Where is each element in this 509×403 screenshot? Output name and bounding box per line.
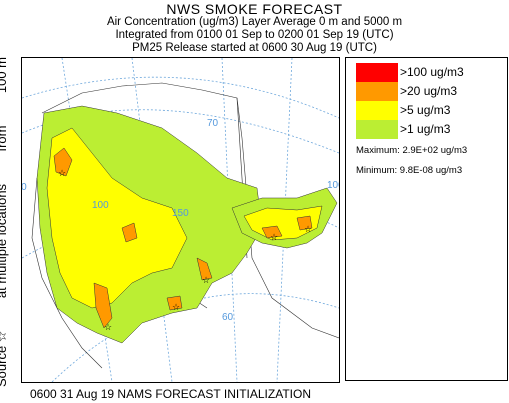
source-marker: ☆ (202, 275, 210, 285)
source-side-label: Source ☆ at multiple locations from 100 … (0, 57, 10, 387)
grid-label-170: 170 (22, 182, 27, 193)
source-label: Source ☆ (0, 331, 9, 387)
release-subtitle: PM25 Release started at 0600 30 Aug 19 (… (132, 42, 377, 54)
source-marker: ☆ (172, 302, 180, 312)
legend-item: >100 ug/m3 (356, 63, 496, 82)
smoke-plume-main (36, 105, 263, 344)
map-svg: ☆ ☆ ☆ ☆ ☆ ☆ 70 100 150 100 60 170 (22, 58, 339, 382)
legend-item: >5 ug/m3 (356, 101, 496, 120)
grid-label-70: 70 (207, 118, 219, 129)
integration-subtitle: Integrated from 0100 01 Sep to 0200 01 S… (115, 29, 394, 41)
concentration-gt20 (121, 222, 138, 243)
concentration-gt20 (53, 147, 73, 177)
source-marker: ☆ (304, 224, 312, 234)
maximum-value: Maximum: 2.9E+02 ug/m3 (356, 145, 468, 156)
legend-label: >5 ug/m3 (400, 103, 451, 117)
legend-label: >100 ug/m3 (400, 65, 464, 79)
legend-item: >1 ug/m3 (356, 120, 496, 139)
latitude-line (22, 76, 339, 119)
concentration-gt20 (196, 257, 213, 281)
minimum-value: Minimum: 9.8E-08 ug/m3 (356, 165, 463, 176)
legend-swatch (356, 101, 398, 120)
height-label: 100 m (0, 57, 9, 94)
legend-swatch (356, 63, 398, 82)
concentration-gt20 (296, 215, 313, 231)
source-marker: ☆ (58, 168, 66, 178)
concentration-subtitle: Air Concentration (ug/m3) Layer Average … (106, 16, 403, 28)
forecast-title: NWS SMOKE FORECAST (166, 1, 343, 17)
source-marker: ☆ (270, 232, 278, 242)
grid-label-150: 150 (172, 208, 189, 219)
legend-panel: >100 ug/m3 >20 ug/m3 >5 ug/m3 >1 ug/m3 M… (345, 57, 508, 381)
locations-label: at multiple locations (0, 183, 9, 299)
source-marker: ☆ (104, 322, 112, 332)
concentration-gt5 (46, 127, 188, 309)
from-label: from (0, 125, 9, 152)
grid-label-100: 100 (92, 200, 109, 211)
longitude-line (131, 58, 173, 382)
smoke-plume-east (231, 187, 338, 249)
source-markers: ☆ ☆ ☆ ☆ ☆ ☆ (58, 168, 312, 332)
legend-label: >1 ug/m3 (400, 122, 451, 136)
legend-swatch (356, 82, 398, 101)
forecast-initialization: 0600 31 Aug 19 NAMS FORECAST INITIALIZAT… (30, 387, 311, 401)
legend-item: >20 ug/m3 (356, 82, 496, 101)
concentration-gt20 (166, 295, 183, 311)
coastline (31, 177, 103, 369)
legend-swatch (356, 120, 398, 139)
grid-label-100-east: 100 (327, 180, 339, 191)
legend-label: >20 ug/m3 (400, 84, 458, 98)
smoke-map: ☆ ☆ ☆ ☆ ☆ ☆ 70 100 150 100 60 170 (21, 57, 340, 383)
concentration-gt20 (93, 282, 113, 329)
grid-label-60: 60 (222, 312, 234, 323)
concentration-gt20 (261, 225, 283, 239)
